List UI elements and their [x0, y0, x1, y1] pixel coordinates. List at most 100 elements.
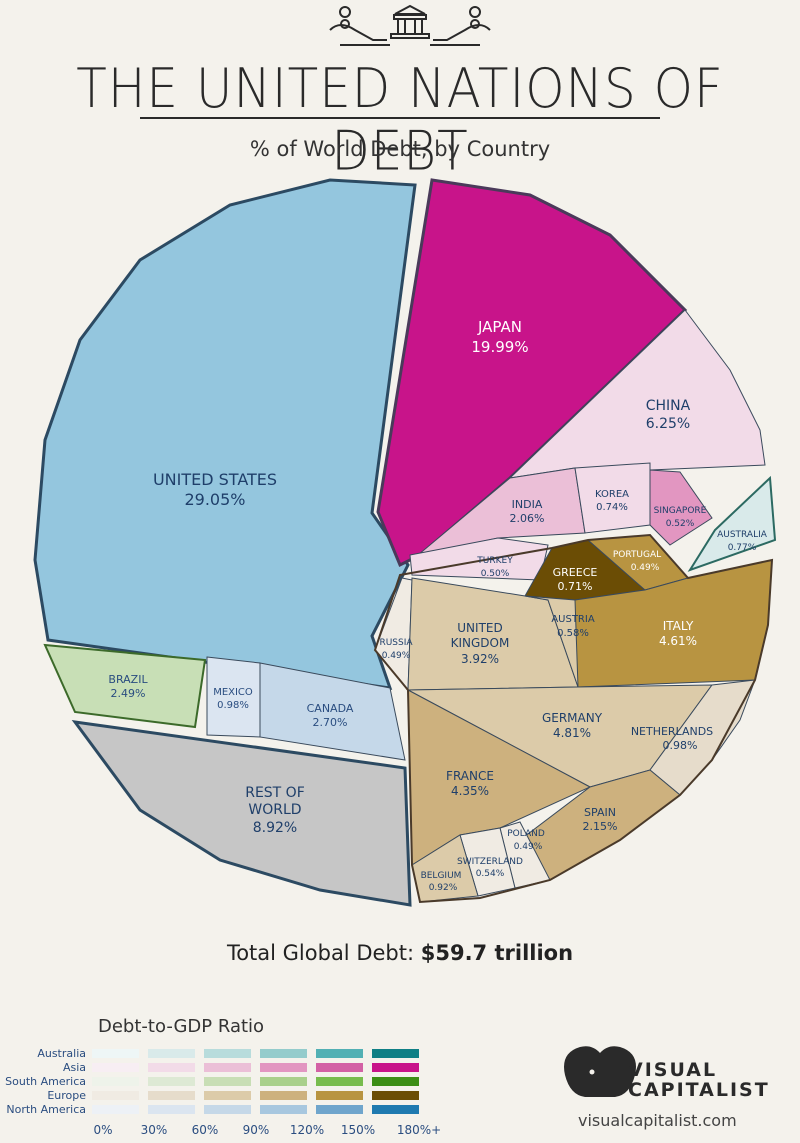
label-italy-name: ITALY — [663, 619, 694, 633]
legend-swatch — [204, 1063, 251, 1072]
label-belgium-value: 0.92% — [429, 883, 458, 893]
label-india-value: 2.06% — [510, 512, 545, 525]
label-switzerland-name: SWITZERLAND — [457, 857, 523, 867]
legend-swatch — [372, 1105, 419, 1114]
legend-tick-label: 90% — [242, 1123, 270, 1137]
label-austria-name: AUSTRIA — [551, 614, 595, 625]
label-rest-of-world-name1: REST OF WORLD — [245, 785, 305, 818]
legend-swatch — [204, 1091, 251, 1100]
legend-swatch — [372, 1091, 419, 1100]
legend-row-label: South America — [5, 1075, 86, 1088]
label-united-states-value: 29.05% — [184, 490, 245, 509]
legend-swatch — [92, 1091, 139, 1100]
brand-line2: CAPITALIST — [628, 1079, 770, 1101]
label-turkey-name: TURKEY — [476, 556, 513, 566]
legend-row-label: Australia — [37, 1047, 86, 1060]
legend-tick-label: 120% — [289, 1123, 325, 1137]
cell-canada — [259, 662, 406, 761]
cell-rest-of-world — [71, 720, 412, 907]
label-russia-value: 0.49% — [382, 651, 411, 661]
cells — [33, 178, 777, 907]
total-label: Total Global Debt: — [226, 941, 421, 965]
label-spain-value: 2.15% — [583, 820, 618, 833]
label-poland-value: 0.49% — [514, 842, 543, 852]
label-poland-name: POLAND — [507, 829, 545, 839]
label-mexico-name: MEXICO — [213, 687, 253, 698]
legend-row: North America — [0, 1103, 800, 1116]
bank-hands-icon — [329, 4, 491, 46]
label-india-name: INDIA — [512, 498, 543, 511]
legend-swatch — [204, 1105, 251, 1114]
label-japan-name: JAPAN — [477, 318, 522, 336]
label-singapore-name: SINGAPORE — [654, 506, 707, 516]
legend-row: South America — [0, 1075, 800, 1088]
label-united-kingdom-name1: UNITED — [457, 621, 502, 635]
label-turkey-value: 0.50% — [481, 569, 510, 579]
legend-swatch — [204, 1049, 251, 1058]
cell-labels: UNITED STATES 29.05% CANADA 2.70% MEXICO… — [108, 318, 767, 893]
legend-swatch — [92, 1077, 139, 1086]
legend-swatch — [260, 1063, 307, 1072]
legend-swatch — [260, 1105, 307, 1114]
legend-swatch — [372, 1077, 419, 1086]
label-germany-value: 4.81% — [553, 726, 591, 740]
legend-swatch — [204, 1077, 251, 1086]
brand-line1: VISUAL — [628, 1059, 718, 1081]
label-rest-of-world-value: 8.92% — [253, 820, 297, 836]
total-value: $59.7 trillion — [420, 941, 574, 965]
label-spain-name: SPAIN — [584, 806, 616, 819]
legend-swatch — [316, 1049, 363, 1058]
label-germany-name: GERMANY — [542, 711, 603, 725]
label-belgium-name: BELGIUM — [421, 871, 462, 881]
legend-swatch — [148, 1049, 195, 1058]
cell-united-states — [33, 178, 417, 690]
label-canada-name: CANADA — [307, 702, 354, 715]
label-france-value: 4.35% — [451, 784, 489, 798]
legend-swatch — [316, 1077, 363, 1086]
label-korea-value: 0.74% — [596, 502, 628, 513]
label-korea-name: KOREA — [595, 489, 629, 500]
legend-swatch — [92, 1105, 139, 1114]
label-greece-name: GREECE — [553, 566, 598, 579]
legend-swatch — [92, 1063, 139, 1072]
legend-row-label: Europe — [47, 1089, 86, 1102]
legend-swatch — [260, 1049, 307, 1058]
legend-tick-label: 30% — [140, 1123, 168, 1137]
label-china-name: CHINA — [646, 398, 691, 414]
total-global-debt: Total Global Debt: $59.7 trillion — [0, 941, 800, 965]
elephant-logo-icon — [564, 1046, 636, 1097]
label-portugal-value: 0.49% — [631, 563, 660, 573]
legend-swatch — [148, 1105, 195, 1114]
legend-swatch — [372, 1049, 419, 1058]
cell-brazil — [43, 643, 207, 729]
cell-india — [417, 467, 586, 556]
label-australia-name: AUSTRALIA — [717, 530, 768, 540]
legend-swatch — [316, 1063, 363, 1072]
label-brazil-value: 2.49% — [111, 687, 146, 700]
cell-australia — [687, 475, 777, 572]
legend-swatch — [316, 1091, 363, 1100]
label-switzerland-value: 0.54% — [476, 869, 505, 879]
label-brazil-name: BRAZIL — [108, 673, 148, 686]
legend-row: Asia — [0, 1061, 800, 1074]
legend-swatch — [92, 1049, 139, 1058]
legend-swatch — [372, 1063, 419, 1072]
legend-row: Australia — [0, 1047, 800, 1060]
label-france-name: FRANCE — [446, 769, 494, 783]
label-netherlands-value: 0.98% — [663, 739, 698, 752]
brand-url: visualcapitalist.com — [578, 1111, 737, 1130]
legend-tick-label: 0% — [93, 1123, 113, 1137]
label-austria-value: 0.58% — [557, 628, 589, 639]
chart-subtitle: % of World Debt, by Country — [249, 137, 551, 161]
label-united-states-name: UNITED STATES — [153, 470, 277, 489]
cell-singapore — [649, 469, 713, 546]
label-greece-value: 0.71% — [558, 580, 593, 593]
label-united-kingdom-value: 3.92% — [461, 652, 499, 666]
legend-row-label: North America — [6, 1103, 86, 1116]
legend-swatch — [260, 1077, 307, 1086]
legend-swatch — [148, 1091, 195, 1100]
legend-row: Europe — [0, 1089, 800, 1102]
legend-row-label: Asia — [62, 1061, 86, 1074]
legend-tick-label: 60% — [191, 1123, 219, 1137]
